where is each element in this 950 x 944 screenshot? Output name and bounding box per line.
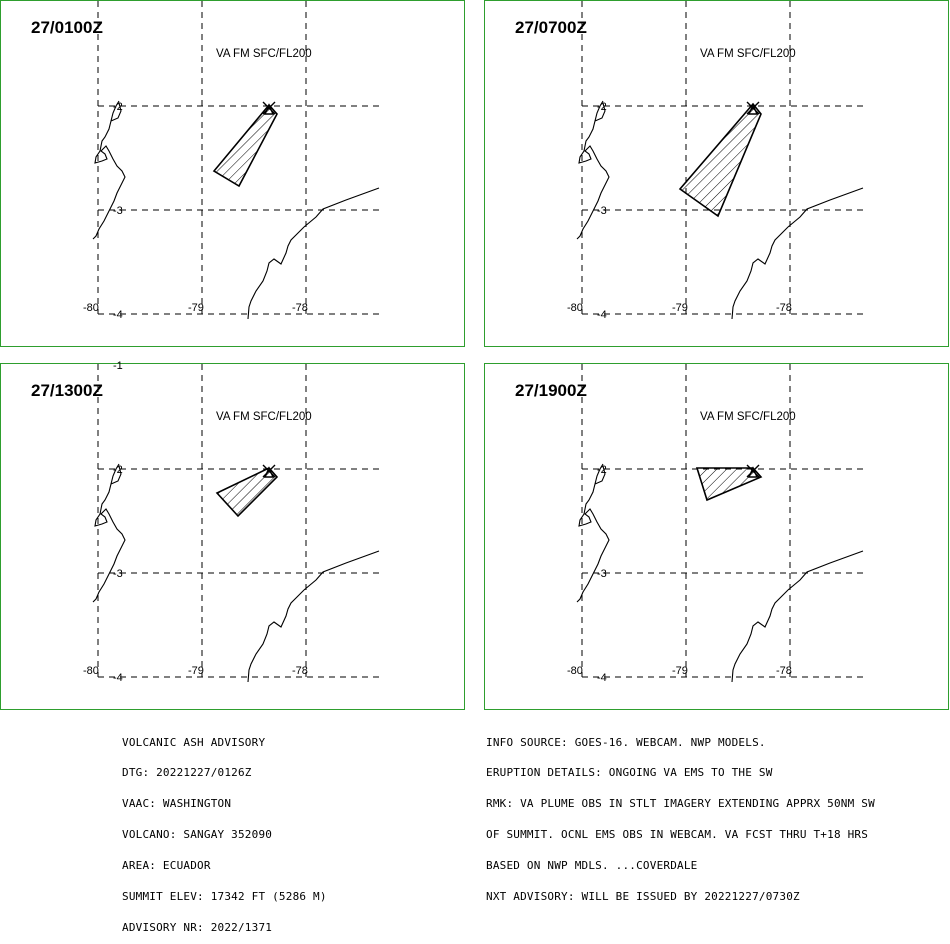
advisory-line: NXT ADVISORY: WILL BE ISSUED BY 20221227… <box>486 890 800 904</box>
lat-lon-grid <box>97 364 379 678</box>
lon-label-minus79: -79 <box>188 665 204 677</box>
lat-label-minus2: -2 <box>597 464 607 476</box>
panel-layer: VA FM SFC/FL200 <box>700 48 796 60</box>
lat-label-minus4: -4 <box>597 672 607 684</box>
lat-lon-grid <box>581 1 863 315</box>
map-canvas: -1 -2 -3 -4 -80 -79 -78 <box>83 360 380 684</box>
advisory-line: DTG: 20221227/0126Z <box>122 766 252 780</box>
lon-label-minus80: -80 <box>83 302 99 314</box>
panel-layer: VA FM SFC/FL200 <box>216 48 312 60</box>
advisory-line: AREA: ECUADOR <box>122 859 211 873</box>
ecuador-coastline <box>92 100 126 240</box>
panel-time: 27/0100Z <box>31 18 103 37</box>
advisory-line: VOLCANIC ASH ADVISORY <box>122 735 266 749</box>
lon-label-minus80: -80 <box>567 302 583 314</box>
advisory-line: RMK: VA PLUME OBS IN STLT IMAGERY EXTEND… <box>486 797 875 811</box>
lat-label-minus2: -2 <box>597 101 607 113</box>
lat-lon-grid <box>581 364 863 678</box>
map-panel-0700z: -2 -3 -4 -80 -79 -78 27/0700Z VA FM SFC/… <box>484 0 949 347</box>
panel-time: 27/1300Z <box>31 381 103 400</box>
lat-label-minus3: -3 <box>597 568 607 580</box>
panel-time: 27/0700Z <box>515 18 587 37</box>
lon-label-minus78: -78 <box>776 302 792 314</box>
peru-border <box>731 187 864 320</box>
lat-lon-grid <box>97 1 379 315</box>
panel-layer: VA FM SFC/FL200 <box>216 411 312 423</box>
map-panel-0100z: -2 -3 -4 -80 -79 -78 27/0100Z VA FM SFC/… <box>0 0 465 347</box>
coordinate-labels: -2 -3 -4 -80 -79 -78 <box>83 101 308 321</box>
volcano-marker-icon <box>262 101 276 115</box>
advisory-line: OF SUMMIT. OCNL EMS OBS IN WEBCAM. VA FC… <box>486 828 869 842</box>
coordinate-labels: -2 -3 -4 -80 -79 -78 <box>567 464 792 684</box>
lat-label-minus3: -3 <box>597 205 607 217</box>
coordinate-labels: -1 -2 -3 -4 -80 -79 -78 <box>83 360 308 684</box>
coordinate-labels: -2 -3 -4 -80 -79 -78 <box>567 101 792 321</box>
peru-border <box>247 187 380 320</box>
peru-border <box>731 550 864 683</box>
lat-label-minus2: -2 <box>113 464 123 476</box>
advisory-line: INFO SOURCE: GOES-16. WEBCAM. NWP MODELS… <box>486 735 766 749</box>
lon-label-minus78: -78 <box>776 665 792 677</box>
lon-label-minus80: -80 <box>567 665 583 677</box>
advisory-line: VAAC: WASHINGTON <box>122 797 232 811</box>
map-canvas: -2 -3 -4 -80 -79 -78 <box>567 1 864 321</box>
lat-label-minus1: -1 <box>113 360 123 372</box>
ash-plume <box>678 102 762 218</box>
advisory-line: VOLCANO: SANGAY 352090 <box>122 828 273 842</box>
volcano-marker-icon <box>746 101 760 115</box>
advisory-remarks-block: INFO SOURCE: GOES-16. WEBCAM. NWP MODELS… <box>486 717 875 913</box>
ecuador-coastline <box>92 463 126 603</box>
advisory-line: BASED ON NWP MDLS. ...COVERDALE <box>486 859 698 873</box>
lat-label-minus4: -4 <box>113 309 123 321</box>
ecuador-coastline <box>576 100 610 240</box>
map-panel-1900z: -2 -3 -4 -80 -79 -78 27/1900Z VA FM SFC/… <box>484 363 949 710</box>
map-canvas: -2 -3 -4 -80 -79 -78 <box>83 1 380 321</box>
advisory-line: SUMMIT ELEV: 17342 FT (5286 M) <box>122 890 327 904</box>
lat-label-minus3: -3 <box>113 568 123 580</box>
lon-label-minus78: -78 <box>292 302 308 314</box>
lon-label-minus79: -79 <box>672 302 688 314</box>
ash-plume <box>695 467 763 502</box>
ash-plume <box>215 467 279 518</box>
advisory-header-block: VOLCANIC ASH ADVISORY DTG: 20221227/0126… <box>122 717 327 944</box>
lat-label-minus3: -3 <box>113 205 123 217</box>
lat-label-minus4: -4 <box>113 672 123 684</box>
lat-label-minus4: -4 <box>597 309 607 321</box>
volcano-marker-icon <box>746 464 760 478</box>
lon-label-minus80: -80 <box>83 665 99 677</box>
map-panel-1300z: -1 -2 -3 -4 -80 -79 -78 27/1300Z VA FM S… <box>0 360 465 710</box>
lon-label-minus78: -78 <box>292 665 308 677</box>
volcano-marker-icon <box>262 464 276 478</box>
lat-label-minus2: -2 <box>113 101 123 113</box>
ecuador-coastline <box>576 463 610 603</box>
panel-layer: VA FM SFC/FL200 <box>700 411 796 423</box>
map-canvas: -2 -3 -4 -80 -79 -78 <box>567 364 864 684</box>
lon-label-minus79: -79 <box>188 302 204 314</box>
advisory-line: ERUPTION DETAILS: ONGOING VA EMS TO THE … <box>486 766 773 780</box>
advisory-line: ADVISORY NR: 2022/1371 <box>122 920 273 934</box>
lon-label-minus79: -79 <box>672 665 688 677</box>
panel-time: 27/1900Z <box>515 381 587 400</box>
ash-plume <box>212 103 278 188</box>
peru-border <box>247 550 380 683</box>
